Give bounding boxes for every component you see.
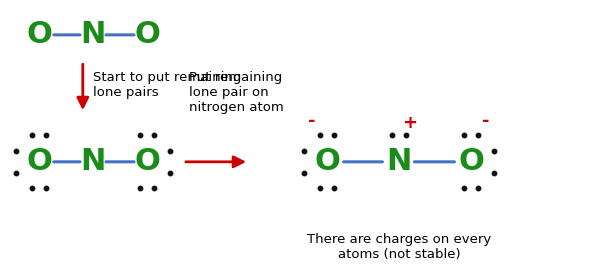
Text: N: N [80, 20, 106, 49]
Text: Put remaining
lone pair on
nitrogen atom: Put remaining lone pair on nitrogen atom [189, 71, 284, 114]
Text: -: - [308, 112, 316, 130]
Text: -: - [482, 112, 490, 130]
Text: O: O [26, 20, 52, 49]
Text: O: O [458, 147, 484, 176]
Text: N: N [80, 147, 106, 176]
Text: There are charges on every
atoms (not stable): There are charges on every atoms (not st… [307, 233, 491, 261]
Text: O: O [26, 147, 52, 176]
Text: +: + [403, 114, 418, 132]
Text: O: O [134, 147, 160, 176]
Text: Start to put remaining
lone pairs: Start to put remaining lone pairs [93, 71, 241, 99]
Text: O: O [314, 147, 340, 176]
Text: N: N [386, 147, 412, 176]
Text: O: O [134, 20, 160, 49]
